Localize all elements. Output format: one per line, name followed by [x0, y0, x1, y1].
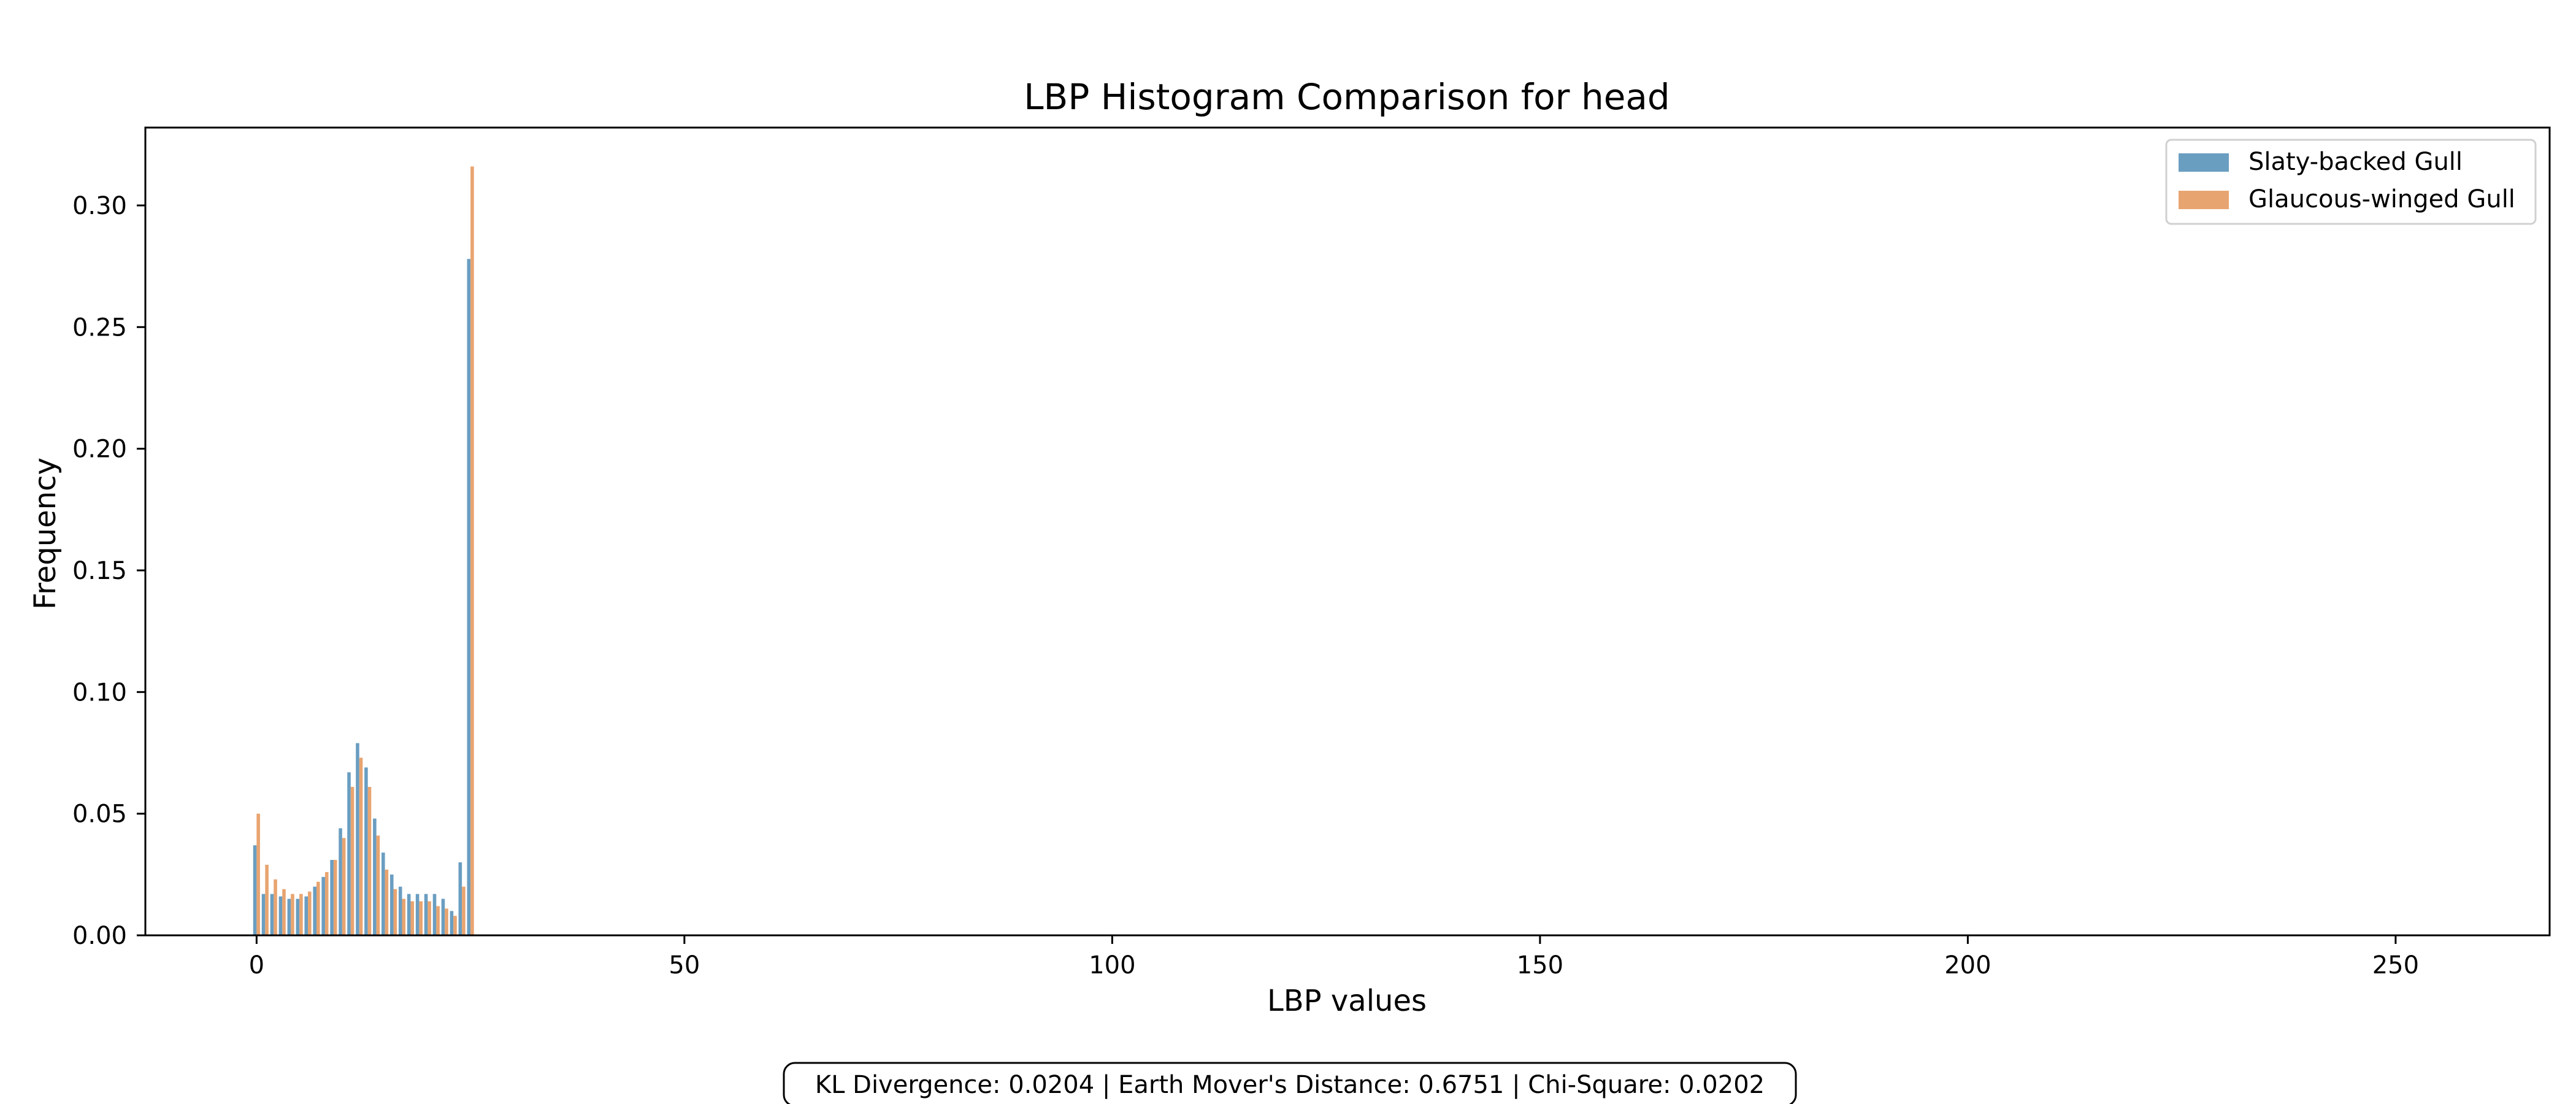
bar-series-1-x-2	[274, 879, 277, 935]
y-axis-title: Frequency	[28, 458, 63, 610]
plot-frame	[144, 126, 2551, 937]
bar-series-1-x-15	[385, 869, 389, 935]
bar-series-1-x-21	[436, 906, 440, 935]
y-tick-label: 0.20	[72, 435, 127, 464]
bar-series-0-x-3	[278, 896, 283, 935]
bar-series-1-x-10	[342, 838, 346, 935]
bar-series-0-x-23	[450, 911, 454, 935]
bar-series-0-x-2	[270, 894, 274, 935]
legend-frame	[2165, 139, 2537, 225]
bar-series-0-x-25	[467, 259, 471, 936]
bar-series-1-x-12	[359, 757, 363, 935]
metrics-frame	[783, 1062, 1797, 1104]
x-tick-label: 100	[1089, 951, 1135, 979]
bar-series-1-x-0	[256, 813, 260, 935]
bar-series-1-x-23	[453, 916, 457, 935]
y-tick-label: 0.25	[72, 313, 127, 342]
x-tick-label: 50	[669, 951, 700, 979]
bar-series-1-x-9	[333, 860, 337, 935]
x-tick-label: 0	[249, 951, 264, 979]
y-tick-label: 0.30	[72, 192, 127, 220]
y-axis: 0.00 0.05 0.10 0.15 0.20 0.25 0.30	[72, 192, 145, 950]
chart-title: LBP Histogram Comparison for head	[1024, 76, 1670, 118]
bar-series-1-x-17	[402, 899, 406, 935]
bar-series-0-x-21	[432, 894, 437, 935]
bar-series-1-x-7	[316, 881, 320, 935]
bar-series-0-x-9	[330, 860, 334, 935]
bar-series-0-x-16	[389, 874, 394, 935]
bar-series-0-x-22	[441, 899, 445, 935]
bar-series-0-x-19	[415, 894, 420, 935]
bar-series-0-x-8	[321, 876, 325, 935]
bar-series-0-x-24	[458, 862, 462, 935]
bar-series-0-x-4	[287, 899, 291, 935]
bar-series-0-x-5	[296, 899, 300, 935]
legend-swatch-glaucous-winged	[2179, 191, 2229, 209]
bar-series-1-x-6	[308, 891, 312, 935]
metrics-text: KL Divergence: 0.0204 | Earth Mover's Di…	[815, 1071, 1765, 1099]
bar-series-1-x-3	[282, 889, 286, 935]
bar-series-0-x-18	[407, 894, 411, 935]
bar-series-1-x-24	[462, 886, 466, 935]
y-tick-label: 0.05	[72, 800, 127, 829]
bar-series-1-x-18	[410, 901, 415, 935]
bar-series-1-x-1	[265, 864, 269, 935]
bar-series-1-x-25	[470, 166, 474, 936]
bar-series-0-x-12	[356, 743, 359, 935]
bar-series-0-x-6	[304, 896, 309, 935]
x-tick-label: 150	[1517, 951, 1563, 979]
x-axis-title: LBP values	[1267, 984, 1427, 1018]
x-tick-label: 250	[2372, 951, 2419, 979]
bar-series-0-x-17	[398, 886, 402, 935]
legend-label-slaty-backed: Slaty-backed Gull	[2248, 148, 2463, 176]
metrics-annotation: KL Divergence: 0.0204 | Earth Mover's Di…	[783, 1062, 1797, 1104]
x-tick-label: 200	[1944, 951, 1991, 979]
bar-series-0-x-0	[253, 845, 257, 935]
y-tick-label: 0.10	[72, 678, 127, 707]
legend-swatch-slaty-backed	[2179, 153, 2229, 172]
bar-series-0-x-7	[313, 886, 316, 935]
bar-series-0-x-15	[381, 853, 385, 935]
y-tick-label: 0.00	[72, 922, 127, 950]
bar-series-0-x-10	[339, 828, 342, 935]
legend: Slaty-backed Gull Glaucous-winged Gull	[2165, 139, 2537, 225]
bar-series-1-x-22	[445, 908, 448, 935]
bar-series-0-x-1	[261, 894, 266, 935]
bar-series-1-x-14	[376, 835, 380, 935]
legend-label-glaucous-winged: Glaucous-winged Gull	[2248, 185, 2515, 213]
bars-group	[253, 166, 474, 936]
bar-series-0-x-11	[347, 772, 351, 935]
bar-series-1-x-20	[427, 901, 431, 935]
bar-series-0-x-13	[364, 767, 368, 935]
bar-series-0-x-20	[424, 894, 428, 935]
bar-series-1-x-8	[324, 872, 329, 935]
y-tick-label: 0.15	[72, 557, 127, 585]
bar-series-1-x-19	[419, 901, 423, 935]
x-axis: 0 50 100 150 200 250	[249, 935, 2419, 979]
bar-series-0-x-14	[373, 818, 377, 935]
bar-series-1-x-4	[291, 894, 294, 935]
bar-series-1-x-5	[299, 894, 303, 935]
bar-series-1-x-16	[393, 889, 397, 935]
bar-series-1-x-11	[350, 787, 355, 935]
bar-series-1-x-13	[367, 787, 372, 935]
